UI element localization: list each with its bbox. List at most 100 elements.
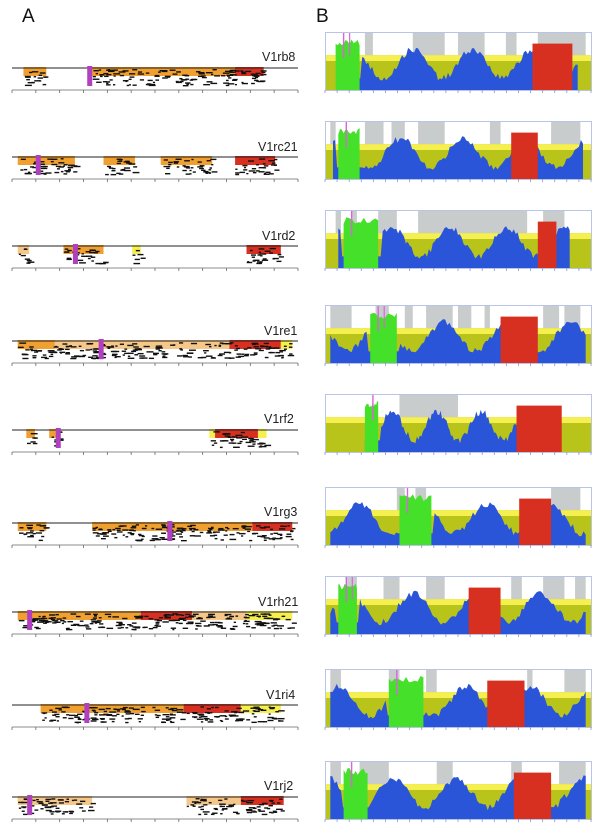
read-mark: [124, 711, 131, 713]
read-mark: [54, 345, 58, 348]
read-mark: [227, 436, 232, 438]
marker-magenta: [84, 703, 90, 723]
read-mark: [133, 626, 141, 628]
read-mark: [251, 721, 257, 724]
read-mark: [176, 529, 180, 531]
read-mark: [192, 171, 196, 173]
read-mark: [271, 812, 274, 814]
read-mark: [152, 535, 158, 537]
read-mark: [159, 345, 163, 347]
read-mark: [197, 161, 202, 163]
read-mark: [224, 70, 232, 73]
read-mark: [268, 713, 271, 715]
read-mark: [188, 349, 196, 351]
read-mark: [102, 535, 109, 537]
read-mark: [272, 537, 276, 539]
read-mark: [111, 169, 116, 172]
read-mark: [281, 615, 286, 618]
read-mark: [91, 357, 98, 359]
read-mark: [26, 524, 33, 527]
annotation-segment: [280, 340, 293, 349]
read-mark: [194, 535, 201, 537]
read-mark: [247, 261, 250, 263]
read-mark: [222, 72, 230, 74]
read-mark: [137, 253, 144, 256]
read-mark: [147, 79, 153, 82]
read-mark: [259, 624, 267, 627]
read-mark: [62, 811, 68, 813]
read-mark: [223, 534, 228, 536]
read-mark: [176, 71, 181, 73]
read-mark: [18, 801, 24, 804]
gene-name-label: V1ri4: [266, 688, 296, 702]
read-mark: [120, 626, 124, 629]
read-mark: [35, 627, 41, 630]
read-mark: [241, 82, 248, 85]
read-mark: [131, 525, 137, 527]
read-mark: [257, 809, 261, 811]
read-mark: [264, 250, 269, 252]
read-mark: [79, 807, 84, 809]
read-mark: [283, 345, 287, 348]
read-mark: [52, 714, 57, 716]
read-mark: [181, 712, 187, 714]
read-mark: [27, 536, 34, 538]
read-mark: [226, 805, 233, 808]
read-mark: [135, 617, 138, 619]
read-mark: [43, 527, 49, 529]
gap-region: [330, 306, 352, 331]
read-mark: [211, 171, 218, 173]
read-mark: [27, 171, 31, 173]
read-mark: [250, 439, 253, 442]
read-mark: [191, 158, 194, 161]
read-mark: [105, 707, 111, 710]
read-mark: [34, 351, 39, 353]
read-mark: [190, 83, 194, 86]
read-mark: [132, 708, 140, 711]
read-mark: [109, 79, 113, 81]
gap-region: [330, 762, 341, 787]
marker-magenta: [72, 244, 78, 264]
read-mark: [219, 446, 223, 449]
read-mark: [94, 712, 99, 714]
gap-region: [330, 670, 341, 695]
read-mark: [162, 77, 168, 79]
read-mark: [82, 354, 87, 357]
read-mark: [242, 622, 246, 625]
read-mark: [261, 813, 268, 816]
read-mark: [211, 164, 214, 166]
read-mark: [266, 617, 274, 620]
read-mark: [161, 532, 166, 534]
read-mark: [154, 709, 161, 712]
read-mark: [52, 620, 59, 622]
alignment-track: [11, 521, 299, 548]
read-mark: [114, 356, 117, 359]
read-mark: [161, 351, 166, 353]
read-mark: [265, 171, 271, 174]
read-mark: [259, 253, 267, 255]
read-mark: [246, 625, 251, 628]
read-mark: [112, 616, 119, 618]
read-mark: [138, 533, 142, 536]
read-mark: [155, 79, 160, 81]
gap-region: [511, 577, 522, 602]
read-mark: [140, 706, 145, 709]
read-mark: [176, 711, 184, 713]
read-mark: [240, 70, 244, 72]
read-mark: [205, 355, 213, 357]
read-mark: [239, 171, 246, 174]
read-mark: [186, 805, 189, 808]
read-mark: [49, 614, 56, 616]
read-mark: [106, 73, 112, 76]
read-mark: [116, 713, 120, 716]
read-mark: [104, 75, 109, 78]
read-mark: [86, 343, 93, 345]
annotation-segment: [17, 522, 47, 531]
annotation-segment: [132, 245, 141, 254]
read-mark: [133, 615, 140, 618]
read-mark: [134, 348, 140, 350]
marker-magenta: [35, 155, 41, 175]
coverage-red: [532, 43, 573, 90]
read-mark: [180, 349, 184, 351]
read-mark: [58, 799, 64, 801]
